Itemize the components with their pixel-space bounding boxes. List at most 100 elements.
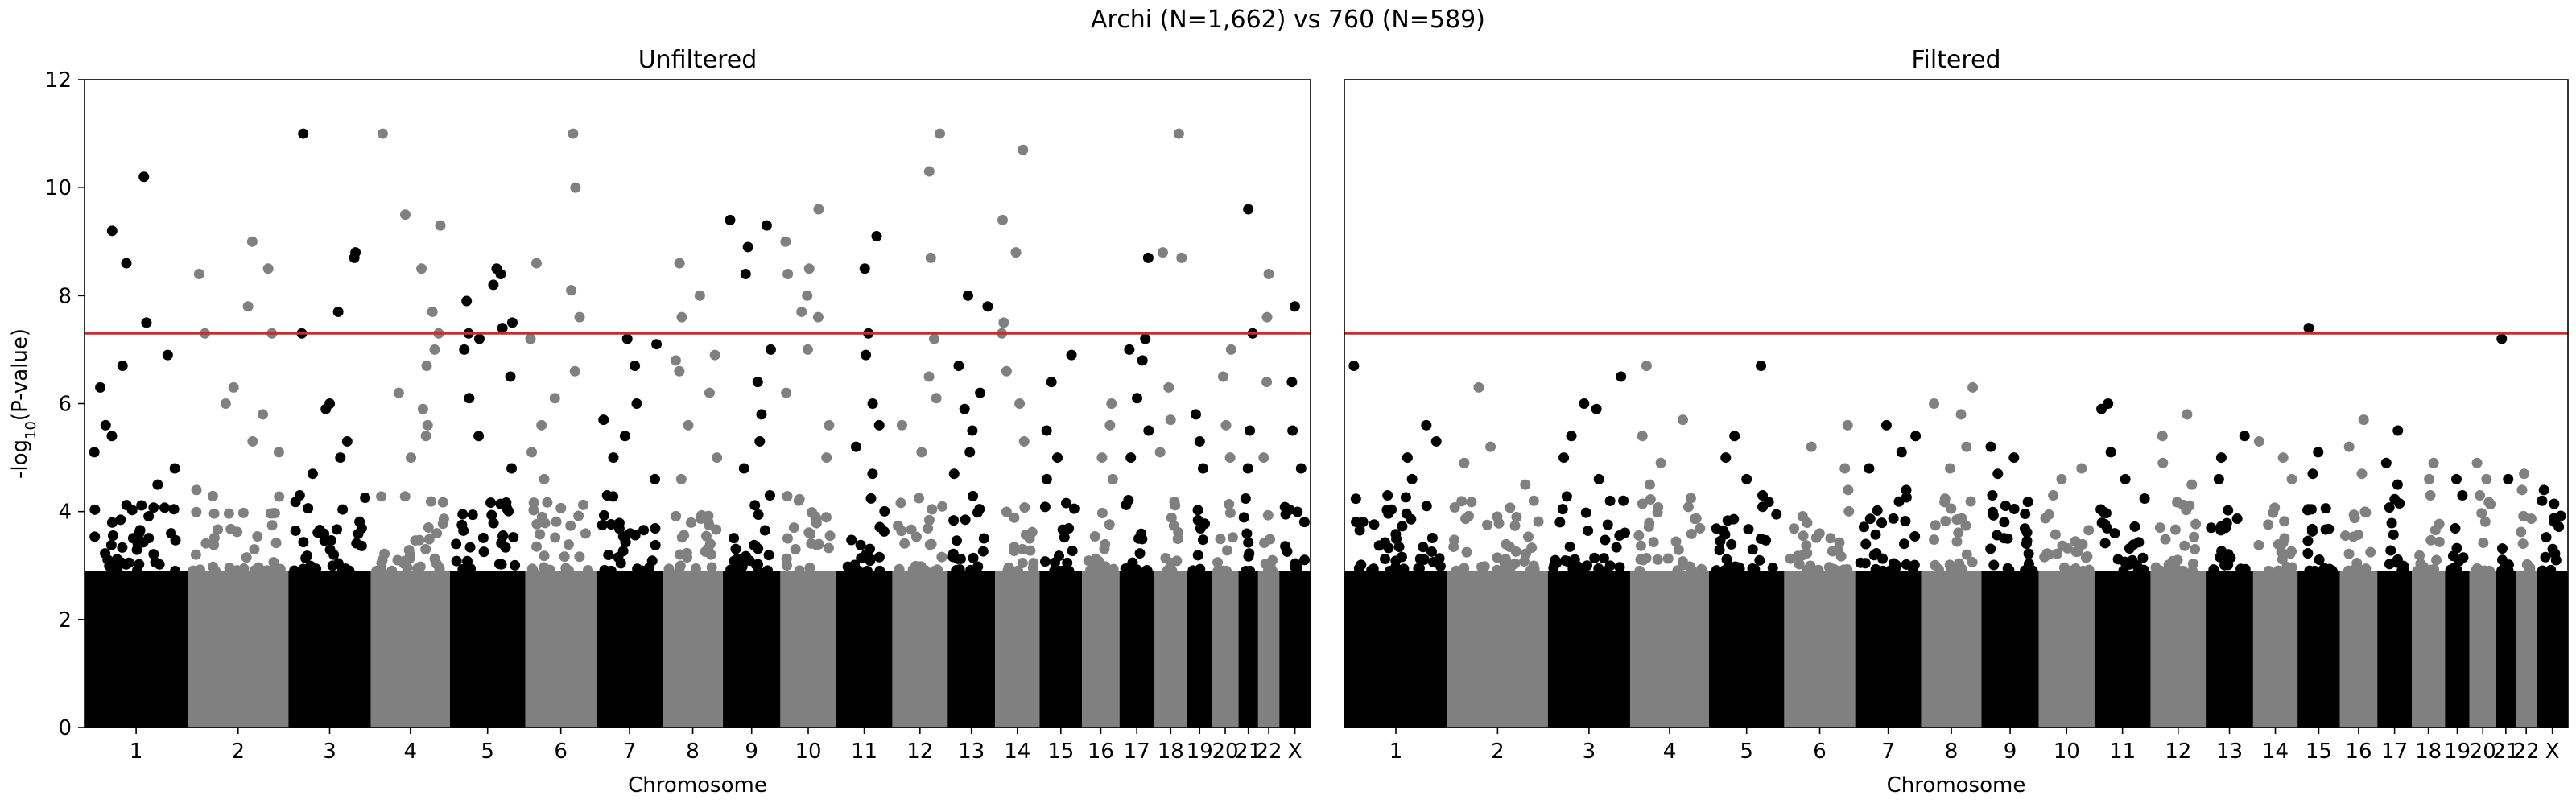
- data-point: [1373, 540, 1385, 551]
- x-tick-label: 21: [2492, 740, 2519, 764]
- data-point: [1558, 452, 1570, 464]
- data-point: [782, 269, 794, 279]
- data-point: [1992, 468, 2004, 480]
- data-point: [246, 236, 258, 247]
- data-point: [132, 538, 143, 549]
- data-point: [121, 500, 132, 511]
- data-point: [208, 508, 220, 519]
- data-point: [663, 563, 675, 575]
- data-point: [2537, 565, 2548, 576]
- data-point: [1965, 496, 1976, 507]
- x-tick-label: 12: [2165, 740, 2191, 764]
- x-tick-label: 7: [623, 740, 637, 764]
- y-tick-label: 0: [58, 716, 72, 740]
- data-point: [650, 539, 661, 550]
- data-point: [473, 431, 485, 442]
- data-point: [1652, 554, 1663, 565]
- data-point: [1945, 463, 1956, 474]
- data-point: [1426, 532, 1438, 543]
- data-point: [563, 565, 574, 576]
- x-axis-label: Chromosome: [1887, 773, 2026, 798]
- data-point: [1953, 527, 1964, 538]
- data-point: [249, 544, 260, 555]
- data-point: [188, 565, 199, 576]
- data-point: [1041, 425, 1052, 436]
- data-point: [268, 557, 279, 568]
- data-point: [936, 551, 947, 563]
- data-point: [1492, 552, 1503, 563]
- data-point: [1131, 564, 1142, 575]
- data-point: [670, 355, 681, 366]
- data-point: [1421, 419, 1432, 431]
- data-point: [583, 564, 594, 575]
- data-point: [213, 524, 224, 535]
- data-point: [191, 484, 202, 496]
- data-point: [298, 563, 309, 575]
- data-point: [1049, 565, 1060, 576]
- data-point: [1262, 509, 1274, 521]
- data-point: [549, 393, 560, 404]
- data-point: [2392, 425, 2404, 436]
- chr-15-dense-band: [2297, 571, 2340, 728]
- data-point: [694, 290, 705, 301]
- data-point: [1988, 559, 2000, 571]
- data-point: [951, 535, 962, 546]
- data-point: [1039, 556, 1051, 567]
- data-point: [1482, 519, 1493, 530]
- data-point: [2360, 507, 2372, 518]
- data-point: [810, 511, 821, 522]
- data-point: [2310, 565, 2321, 576]
- data-point: [2478, 537, 2489, 548]
- data-point: [874, 521, 886, 533]
- x-tick-label: 10: [2054, 740, 2080, 764]
- data-point: [1479, 561, 1490, 572]
- data-point: [2072, 546, 2083, 557]
- data-point: [2286, 473, 2297, 484]
- x-tick-label: 10: [795, 740, 821, 764]
- data-point: [2253, 539, 2264, 550]
- chr-10-dense-band: [2038, 571, 2095, 728]
- data-point: [821, 452, 832, 464]
- data-point: [1052, 452, 1063, 464]
- data-point: [2020, 509, 2031, 520]
- data-point: [2277, 452, 2289, 464]
- x-tick-label: 1: [1389, 740, 1403, 764]
- x-tick-label: 11: [851, 740, 877, 764]
- data-point: [2184, 500, 2195, 511]
- data-point: [1522, 531, 1534, 542]
- data-point: [1430, 435, 1442, 447]
- data-point: [193, 269, 204, 279]
- data-point: [2216, 546, 2227, 557]
- data-point: [1141, 564, 1153, 575]
- data-point: [630, 361, 641, 372]
- data-point: [740, 269, 751, 279]
- data-point: [89, 447, 100, 458]
- data-point: [488, 517, 499, 529]
- data-point: [242, 301, 254, 312]
- data-point: [738, 463, 749, 474]
- data-point: [1224, 499, 1235, 510]
- data-point: [496, 559, 507, 570]
- chr-2-dense-band: [188, 571, 289, 728]
- chr-3-dense-band: [1547, 571, 1630, 728]
- data-point: [353, 528, 364, 539]
- data-point: [1485, 441, 1496, 452]
- data-point: [2279, 516, 2290, 527]
- data-point: [924, 539, 935, 550]
- data-point: [960, 514, 971, 526]
- data-point: [429, 344, 440, 355]
- data-point: [1756, 361, 1767, 372]
- data-point: [1418, 542, 1429, 553]
- data-point: [1292, 506, 1303, 517]
- data-point: [314, 525, 325, 536]
- data-point: [1225, 344, 1236, 355]
- data-point: [2457, 490, 2468, 501]
- data-point: [932, 564, 943, 575]
- data-point: [1197, 534, 1208, 546]
- data-point: [1123, 494, 1134, 505]
- data-point: [1390, 529, 1402, 540]
- data-point: [1426, 546, 1437, 557]
- data-point: [651, 339, 663, 350]
- data-point: [2392, 479, 2403, 490]
- data-point: [506, 463, 518, 474]
